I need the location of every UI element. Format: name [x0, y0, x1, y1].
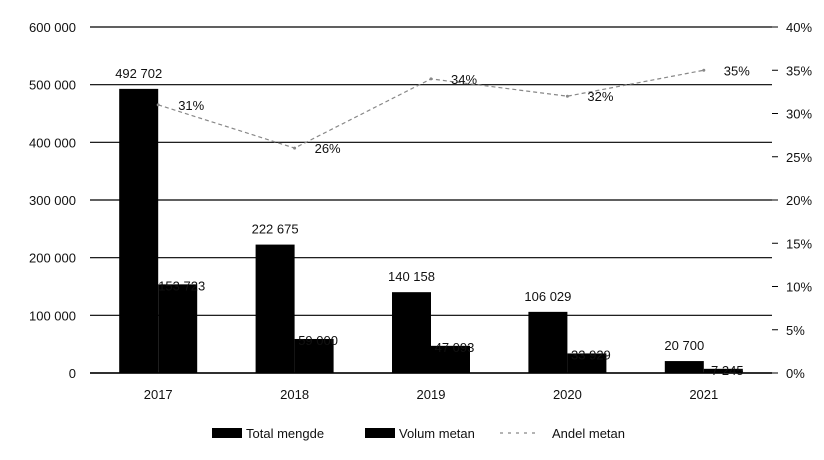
- data-labels: 492 702 153 723 222 675 59 000 140 158 47 093…: [115, 63, 750, 378]
- bar-total-mengde: [664, 361, 704, 373]
- y-right-tick-label: 35%: [786, 63, 812, 78]
- y-left-tick-label: 300 000: [29, 193, 76, 208]
- gridlines: [90, 26, 772, 374]
- bar-data-label: 33 929: [571, 347, 611, 362]
- bar-total-mengde: [255, 244, 295, 373]
- line-andel-metan: [158, 69, 704, 149]
- x-tick-label: 2020: [553, 387, 582, 402]
- line-series: [156, 68, 706, 150]
- y-right-tick-label: 40%: [786, 20, 812, 35]
- x-tick-label: 2019: [417, 387, 446, 402]
- x-tick-label: 2017: [144, 387, 173, 402]
- legend-label: Andel metan: [552, 426, 625, 441]
- x-tick-label: 2021: [689, 387, 718, 402]
- line-data-label: 32%: [587, 89, 613, 104]
- bar-volum-metan: [567, 353, 607, 373]
- line-data-label: 35%: [724, 63, 750, 78]
- bar-volum-metan: [294, 338, 334, 373]
- bar-volum-metan: [158, 284, 198, 373]
- bar-volum-metan: [431, 345, 470, 373]
- bar-data-label: 47 093: [435, 340, 475, 355]
- bar-volum-metan: [703, 368, 743, 373]
- y-right-tick-label: 30%: [786, 107, 812, 122]
- y-right-tick-label: 25%: [786, 150, 812, 165]
- y-right-tick-label: 5%: [786, 323, 805, 338]
- bar-data-label: 59 000: [298, 333, 338, 348]
- bar-data-label: 140 158: [388, 269, 435, 284]
- line-data-label: 31%: [178, 98, 204, 113]
- bar-total-mengde: [392, 292, 431, 373]
- bar-total-mengde: [528, 311, 568, 373]
- bar-data-label: 106 029: [524, 289, 571, 304]
- line-point: [565, 94, 569, 98]
- y-left-tick-label: 400 000: [29, 135, 76, 150]
- y-left-tick-label: 0: [69, 366, 76, 381]
- line-data-label: 26%: [315, 141, 341, 156]
- axes: 0 100 000 200 000 300 000 400 000 500 000 600 …: [29, 20, 812, 402]
- y-left-tick-label: 500 000: [29, 78, 76, 93]
- y-right-tick-label: 20%: [786, 193, 812, 208]
- y-left-tick-label: 200 000: [29, 251, 76, 266]
- bar-data-label: 7 245: [711, 363, 744, 378]
- line-point: [156, 103, 160, 107]
- legend-swatch: [365, 428, 395, 438]
- y-right-tick-label: 15%: [786, 236, 812, 251]
- legend: Total mengde Volum metan Andel metan: [212, 426, 625, 441]
- bar-data-label: 492 702: [115, 66, 162, 81]
- legend-label: Volum metan: [399, 426, 475, 441]
- bar-data-label: 153 723: [158, 278, 205, 293]
- line-point: [429, 77, 433, 81]
- x-tick-label: 2018: [280, 387, 309, 402]
- line-data-label: 34%: [451, 72, 477, 87]
- y-right-tick-label: 10%: [786, 280, 812, 295]
- line-point: [702, 68, 706, 72]
- y-left-tick-label: 600 000: [29, 20, 76, 35]
- bar-total-mengde: [119, 88, 159, 373]
- bar-marks: [119, 88, 743, 373]
- bar-data-label: 20 700: [664, 338, 704, 353]
- y-left-tick-label: 100 000: [29, 308, 76, 323]
- bar-data-label: 222 675: [252, 222, 299, 237]
- y-right-tick-label: 0%: [786, 366, 805, 381]
- legend-swatch: [212, 428, 242, 438]
- line-point: [293, 146, 297, 150]
- legend-label: Total mengde: [246, 426, 324, 441]
